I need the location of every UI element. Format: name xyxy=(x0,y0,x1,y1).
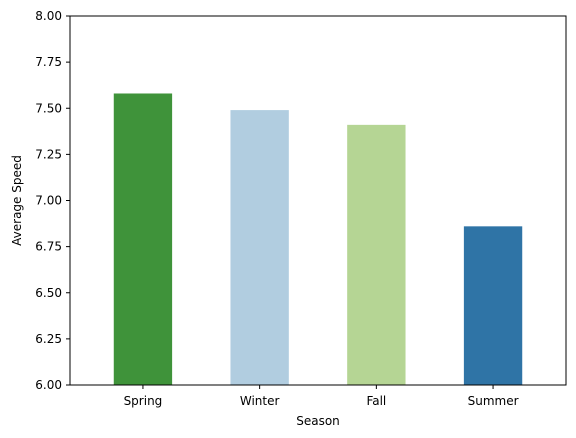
y-tick-label: 6.75 xyxy=(35,240,62,254)
y-tick-label: 7.50 xyxy=(35,101,62,115)
y-tick-label: 7.00 xyxy=(35,194,62,208)
x-tick-label: Spring xyxy=(124,394,163,408)
bar-spring xyxy=(113,93,173,386)
bar-winter xyxy=(230,110,289,385)
bars-group xyxy=(113,93,523,386)
y-tick-label: 7.75 xyxy=(35,55,62,69)
y-axis: 6.00 6.25 6.50 6.75 7.00 7.25 7.50 7.75 8.00 xyxy=(35,9,70,392)
x-axis: Spring Winter Fall Summer xyxy=(124,385,519,408)
x-axis-label: Season xyxy=(296,414,340,428)
x-tick-label: Fall xyxy=(366,394,386,408)
y-tick-label: 6.00 xyxy=(35,378,62,392)
y-tick-label: 8.00 xyxy=(35,9,62,23)
y-axis-label: Average Speed xyxy=(10,155,24,246)
bar-fall xyxy=(347,124,406,385)
y-tick-label: 7.25 xyxy=(35,147,62,161)
x-tick-label: Winter xyxy=(240,394,280,408)
bar-summer xyxy=(463,226,523,385)
x-tick-label: Summer xyxy=(468,394,519,408)
y-tick-label: 6.25 xyxy=(35,332,62,346)
y-tick-label: 6.50 xyxy=(35,286,62,300)
